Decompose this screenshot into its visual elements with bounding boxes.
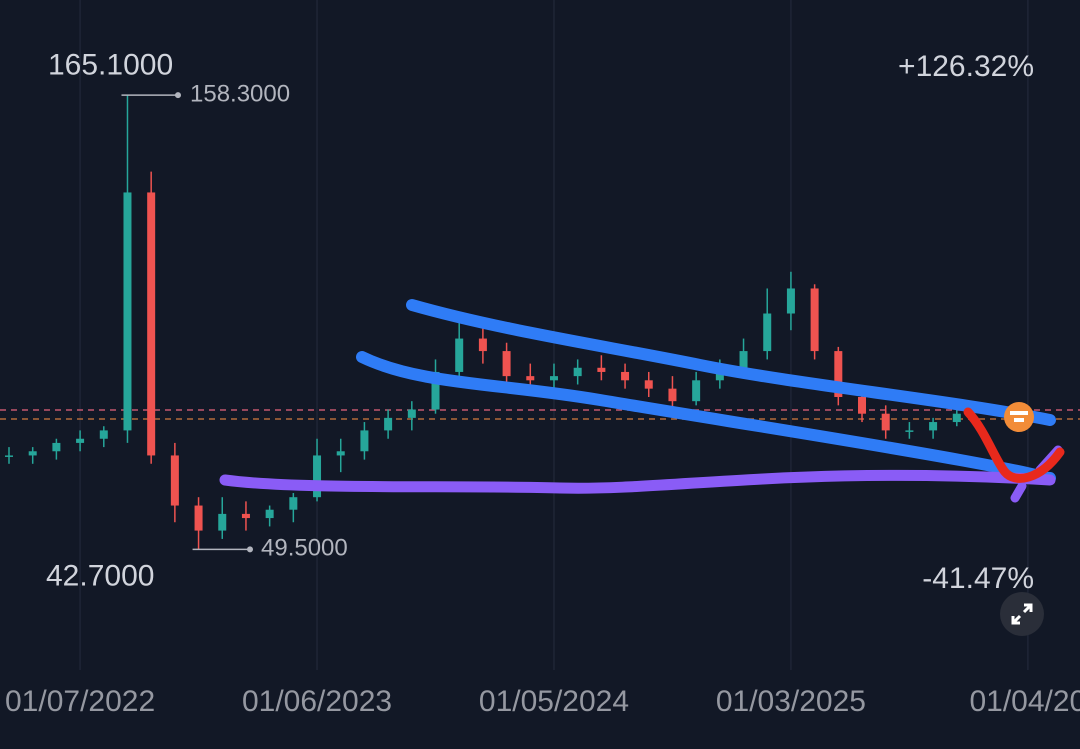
change-down: -41.47% bbox=[922, 562, 1034, 595]
candle-body bbox=[597, 367, 606, 372]
candle-body bbox=[668, 388, 677, 402]
candle-body bbox=[99, 430, 108, 439]
expand-button[interactable] bbox=[1000, 592, 1044, 636]
x-tick-label: 01/05/2024 bbox=[479, 685, 629, 718]
candle-body bbox=[407, 409, 416, 418]
candle-body bbox=[218, 513, 227, 531]
candle-body bbox=[929, 422, 938, 431]
alert-icon bbox=[1004, 402, 1034, 432]
candle-body bbox=[526, 376, 535, 381]
candle-body bbox=[289, 497, 298, 510]
candle-body bbox=[265, 509, 274, 519]
candle-body bbox=[810, 288, 819, 352]
drawings bbox=[219, 299, 1065, 503]
candle-body bbox=[478, 338, 487, 352]
hand-drawn-mark bbox=[963, 407, 1065, 483]
candle-body bbox=[573, 367, 582, 377]
candle-body bbox=[952, 413, 961, 423]
annotation-dot bbox=[175, 92, 181, 99]
x-tick-label: 01/04/20 bbox=[969, 685, 1080, 718]
candle-body bbox=[834, 351, 843, 398]
support-line bbox=[219, 469, 1056, 494]
candle-body bbox=[881, 413, 890, 431]
peak-label: 158.3000 bbox=[190, 81, 290, 108]
candle-body bbox=[692, 380, 701, 402]
candles bbox=[5, 95, 961, 550]
candle-body bbox=[336, 451, 345, 456]
trend-line bbox=[406, 299, 1056, 426]
candle-body bbox=[76, 438, 85, 443]
candle-body bbox=[549, 376, 558, 381]
candle-body bbox=[786, 288, 795, 314]
candle-body bbox=[384, 417, 393, 431]
candle-body bbox=[621, 371, 630, 381]
candle-body bbox=[52, 442, 61, 452]
candle-body bbox=[763, 313, 772, 352]
x-tick-label: 01/03/2025 bbox=[716, 685, 866, 718]
candle-body bbox=[360, 430, 369, 452]
candle-body bbox=[905, 430, 914, 432]
candle-body bbox=[455, 338, 464, 372]
range-high-label: 165.1000 bbox=[48, 49, 173, 82]
candle-body bbox=[28, 451, 37, 456]
candle-body bbox=[147, 192, 156, 456]
candle-body bbox=[858, 397, 867, 414]
change-up: +126.32% bbox=[898, 50, 1034, 83]
x-tick-label: 01/06/2023 bbox=[242, 685, 392, 718]
candle-body bbox=[502, 351, 511, 377]
candle-body bbox=[644, 380, 653, 389]
annotation-dot bbox=[247, 546, 253, 553]
range-low-label: 42.7000 bbox=[46, 560, 154, 593]
candle-body bbox=[5, 455, 14, 457]
trough-label: 49.5000 bbox=[261, 535, 348, 562]
x-tick-label: 01/07/2022 bbox=[5, 685, 155, 718]
candle-body bbox=[170, 455, 179, 506]
candle-body bbox=[123, 192, 132, 431]
candle-body bbox=[241, 513, 250, 519]
candle-body bbox=[739, 351, 748, 368]
candle-body bbox=[313, 455, 322, 498]
candle-body bbox=[431, 371, 440, 410]
candle-body bbox=[194, 505, 203, 531]
